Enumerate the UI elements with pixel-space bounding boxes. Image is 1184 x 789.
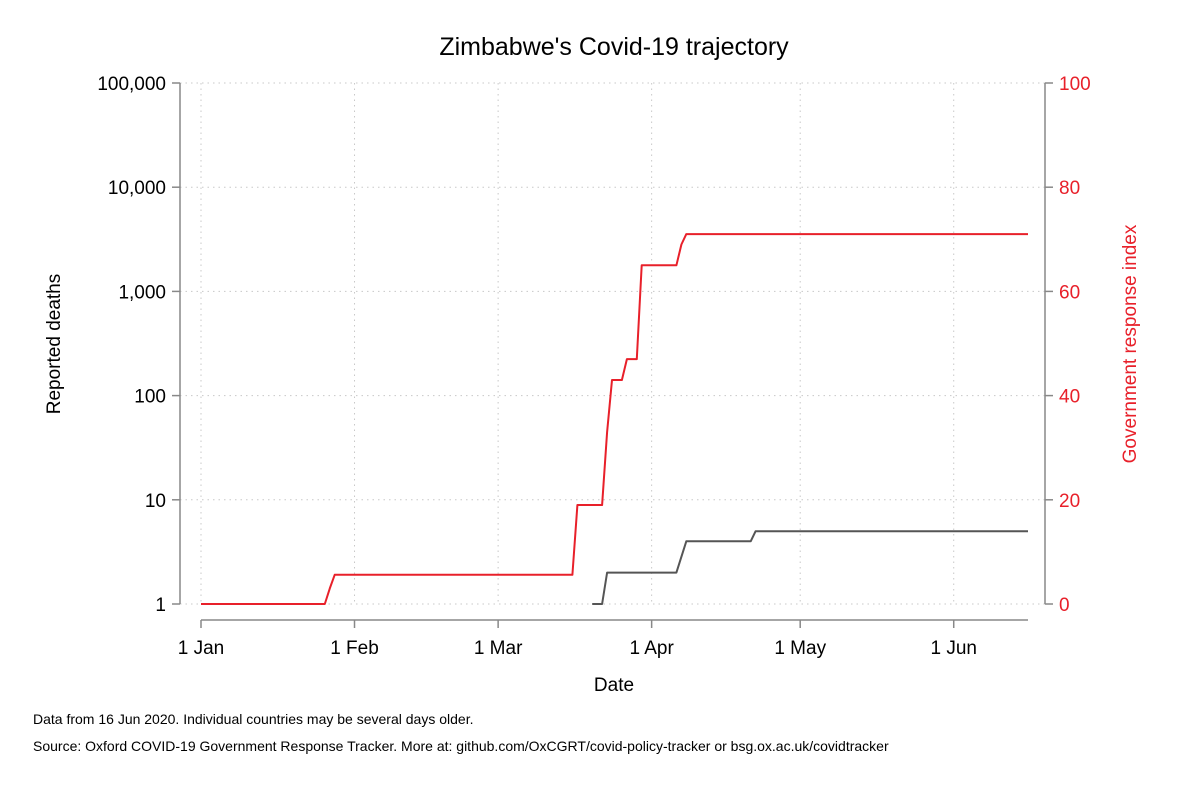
left-tick-label: 10,000 xyxy=(108,178,166,199)
left-tick-label: 100 xyxy=(134,387,166,408)
x-tick-label: 1 May xyxy=(774,638,826,659)
reported-deaths-line xyxy=(592,530,1028,605)
footnote-data-date: Data from 16 Jun 2020. Individual countr… xyxy=(33,711,474,727)
right-tick-label: 100 xyxy=(1059,74,1091,95)
right-tick-label: 20 xyxy=(1059,491,1080,512)
chart-title: Zimbabwe's Covid-19 trajectory xyxy=(439,33,789,61)
right-tick-label: 60 xyxy=(1059,282,1080,303)
covid-trajectory-chart: 1 10 100 1,000 10,000 100,000 0 20 40 60 80 100 1 Ja… xyxy=(44,33,1141,696)
left-axis-title: Reported deaths xyxy=(44,274,65,415)
right-tick-label: 0 xyxy=(1059,595,1070,616)
footnote-source: Source: Oxford COVID-19 Government Respo… xyxy=(33,738,889,754)
x-tick-label: 1 Feb xyxy=(330,638,379,659)
left-tick-label: 100,000 xyxy=(97,74,166,95)
left-tick-label: 1 xyxy=(155,595,166,616)
left-tick-label: 1,000 xyxy=(118,282,166,303)
x-tick-label: 1 Jan xyxy=(178,638,224,659)
right-tick-label: 80 xyxy=(1059,178,1080,199)
right-tick-label: 40 xyxy=(1059,387,1080,408)
x-tick-label: 1 Apr xyxy=(629,638,674,659)
government-response-line xyxy=(201,233,1028,605)
x-tick-label: 1 Jun xyxy=(930,638,976,659)
right-axis-title: Government response index xyxy=(1120,224,1141,463)
x-tick-label: 1 Mar xyxy=(474,638,523,659)
left-tick-label: 10 xyxy=(145,491,166,512)
x-axis-title: Date xyxy=(594,675,634,696)
